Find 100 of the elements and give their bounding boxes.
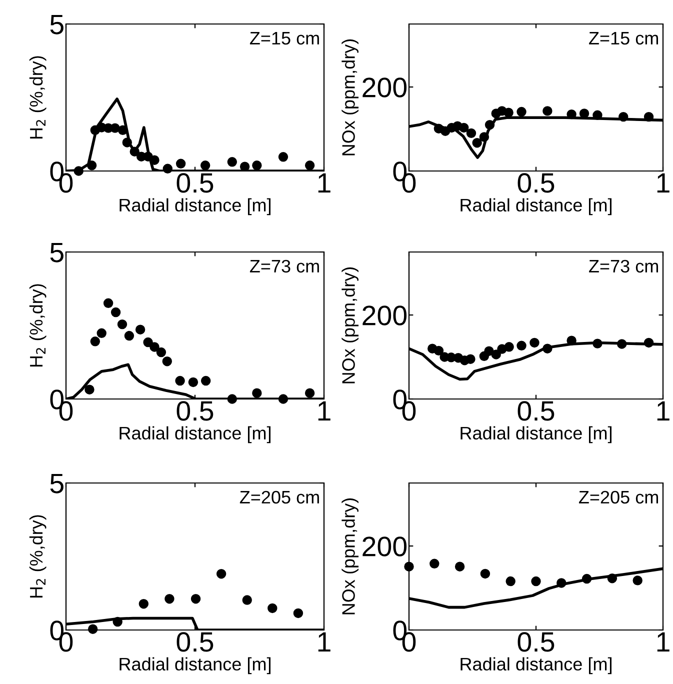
y-tick-label: 5 — [50, 474, 64, 494]
point — [530, 338, 540, 348]
point — [304, 160, 315, 170]
point — [430, 558, 440, 568]
x-tick-label: 0.5 — [518, 632, 554, 652]
y-tick-label: 200 — [362, 536, 407, 556]
point — [516, 340, 526, 351]
point — [616, 339, 627, 349]
point — [117, 319, 128, 330]
annotation: Z=15 cm — [250, 32, 319, 45]
point — [278, 394, 288, 404]
point — [242, 595, 252, 605]
point — [459, 122, 469, 133]
point — [190, 594, 201, 604]
x-tick-label: 0.5 — [176, 632, 214, 652]
point — [542, 344, 552, 354]
x-axis-title: Radial distance [m] — [120, 198, 270, 216]
point — [156, 347, 166, 358]
point — [188, 377, 198, 388]
point — [504, 342, 514, 352]
point — [150, 342, 160, 352]
point — [484, 346, 494, 356]
annotation: Z=205 cm — [578, 490, 658, 504]
point — [516, 106, 526, 117]
point — [644, 338, 654, 348]
point — [200, 376, 211, 386]
point — [200, 160, 210, 170]
point — [74, 166, 84, 176]
x-tick-label: 0.5 — [176, 173, 214, 193]
point — [644, 112, 654, 122]
point — [175, 376, 185, 386]
point — [454, 562, 465, 572]
point — [479, 132, 490, 142]
x-axis-title: Radial distance [m] — [120, 426, 270, 444]
point — [227, 157, 238, 167]
point — [110, 307, 121, 318]
point — [124, 330, 134, 341]
x-tick-label: 1 — [657, 173, 670, 193]
annotation: Z=15 cm — [589, 32, 658, 45]
point — [240, 162, 250, 172]
y-axis-title: H$_{2}$ (%,dry) — [29, 56, 46, 139]
point — [84, 384, 94, 394]
point — [110, 123, 120, 133]
x-tick-label: 0.5 — [176, 401, 214, 421]
y-tick-label: 5 — [50, 14, 64, 34]
point — [480, 568, 490, 579]
y-axis-title: H$_{2}$ (%,dry) — [29, 515, 46, 598]
point — [592, 110, 602, 120]
point — [434, 346, 444, 356]
point — [504, 108, 514, 118]
point — [118, 125, 128, 135]
point — [103, 298, 114, 308]
annotation: Z=73 cm — [250, 260, 319, 273]
point — [96, 328, 106, 338]
y-axis-title: NOx (ppm,dry) — [342, 267, 358, 384]
x-axis-title: Radial distance [m] — [120, 657, 270, 674]
annotation: Z=205 cm — [240, 490, 319, 504]
point — [130, 146, 140, 156]
y-axis-title: NOx (ppm,dry) — [342, 39, 358, 156]
point — [466, 354, 476, 364]
point — [531, 576, 541, 586]
point — [566, 109, 576, 120]
point — [252, 388, 262, 398]
x-tick-label: 1 — [318, 173, 330, 193]
point — [632, 576, 642, 586]
point — [556, 578, 566, 588]
point — [135, 324, 146, 334]
point — [618, 112, 628, 122]
y-tick-label: 5 — [50, 242, 64, 262]
point — [86, 160, 97, 170]
point — [607, 573, 618, 584]
point — [582, 574, 592, 584]
point — [506, 576, 516, 586]
x-axis-title: Radial distance [m] — [460, 657, 612, 674]
x-tick-label: 1 — [657, 632, 670, 652]
point — [542, 106, 552, 116]
annotation: Z=73 cm — [589, 260, 658, 273]
point — [268, 603, 278, 614]
point — [138, 598, 149, 609]
point — [466, 128, 476, 138]
point — [176, 158, 186, 169]
point — [216, 568, 226, 579]
x-axis-title: Radial distance [m] — [460, 198, 612, 216]
point — [491, 350, 501, 360]
point — [164, 594, 174, 604]
x-tick-label: 0.5 — [518, 401, 554, 421]
x-tick-label: 1 — [318, 632, 330, 652]
point — [88, 624, 98, 634]
point — [278, 152, 288, 162]
point — [162, 356, 172, 366]
point — [484, 120, 495, 130]
point — [90, 336, 100, 346]
x-tick-label: 1 — [657, 401, 670, 421]
point — [293, 608, 304, 618]
point — [162, 164, 173, 174]
y-tick-label: 200 — [362, 306, 407, 326]
point — [143, 337, 153, 348]
point — [304, 388, 315, 398]
x-tick-label: 1 — [318, 401, 330, 421]
point — [566, 336, 576, 346]
